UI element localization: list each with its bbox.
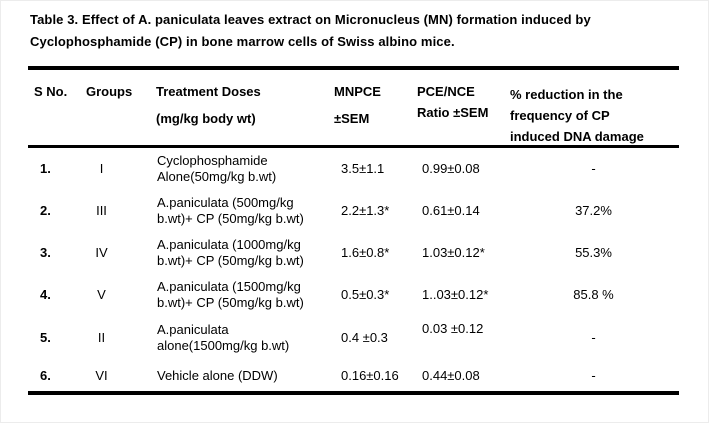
cell-pce-nce: 1.03±0.12*	[422, 245, 485, 260]
table-rule-bottom	[28, 391, 679, 395]
table-row: 5. II A.paniculata alone(1500mg/kg b.wt)…	[28, 316, 679, 360]
table-row: 4. V A.paniculata (1500mg/kg b.wt)+ CP (…	[28, 274, 679, 316]
cell-reduction: -	[591, 367, 596, 383]
table-row: 3. IV A.paniculata (1000mg/kg b.wt)+ CP …	[28, 232, 679, 274]
cell-treatment: A.paniculata (1500mg/kg b.wt)+ CP (50mg/…	[157, 279, 304, 310]
table-caption-line2: Cyclophosphamide (CP) in bone marrow cel…	[30, 34, 455, 49]
header-percent-reduction: % reduction in the frequency of CP induc…	[510, 87, 644, 144]
cell-treatment: A.paniculata (1000mg/kg b.wt)+ CP (50mg/…	[157, 237, 304, 268]
table-caption-line1: Table 3. Effect of A. paniculata leaves …	[30, 12, 591, 27]
header-groups: Groups	[86, 84, 133, 99]
cell-mnpce: 0.5±0.3*	[341, 287, 390, 302]
cell-sno: 3.	[40, 245, 51, 260]
cell-pce-nce: 0.44±0.08	[422, 367, 480, 383]
cell-pce-nce: 1..03±0.12*	[422, 287, 489, 302]
header-treatment-doses: Treatment Doses (mg/kg body wt)	[156, 84, 261, 126]
header-pce-nce-ratio: PCE/NCE Ratio ±SEM	[417, 84, 489, 120]
cell-sno: 5.	[40, 330, 51, 345]
cell-pce-nce: 0.61±0.14	[422, 203, 480, 218]
table-rule-header	[28, 145, 679, 148]
cell-reduction: -	[591, 330, 596, 345]
cell-reduction: 85.8 %	[573, 287, 614, 302]
cell-treatment: Cyclophosphamide Alone(50mg/kg b.wt)	[157, 153, 277, 184]
table-caption: Table 3. Effect of A. paniculata leaves …	[30, 9, 591, 53]
header-mnpce-sem: MNPCE ±SEM	[334, 84, 381, 126]
cell-sno: 2.	[40, 203, 51, 218]
cell-sno: 6.	[40, 367, 51, 383]
cell-mnpce: 3.5±1.1	[341, 161, 385, 176]
cell-mnpce: 1.6±0.8*	[341, 245, 390, 260]
cell-mnpce: 2.2±1.3*	[341, 203, 390, 218]
cell-reduction: 55.3%	[575, 245, 612, 260]
cell-treatment: Vehicle alone (DDW)	[157, 367, 278, 383]
cell-pce-nce: 0.03 ±0.12	[422, 321, 484, 336]
cell-group: VI	[95, 367, 108, 383]
cell-treatment: A.paniculata alone(1500mg/kg b.wt)	[157, 322, 290, 353]
header-sno: S No.	[34, 84, 68, 99]
cell-mnpce: 0.4 ±0.3	[341, 330, 388, 345]
cell-reduction: -	[591, 161, 596, 176]
cell-treatment: A.paniculata (500mg/kg b.wt)+ CP (50mg/k…	[157, 195, 304, 226]
table-rule-top	[28, 66, 679, 70]
cell-group: II	[97, 330, 106, 345]
cell-sno: 1.	[40, 161, 51, 176]
table-body: 1. I Cyclophosphamide Alone(50mg/kg b.wt…	[28, 148, 679, 391]
cell-reduction: 37.2%	[575, 203, 612, 218]
table-row: 6. VI Vehicle alone (DDW) 0.16±0.16 0.44…	[28, 360, 679, 391]
data-table: S No. Groups Treatment Doses (mg/kg body…	[28, 66, 679, 395]
cell-sno: 4.	[40, 287, 51, 302]
cell-group: I	[99, 161, 104, 176]
cell-mnpce: 0.16±0.16	[341, 367, 399, 383]
table-header-row: S No. Groups Treatment Doses (mg/kg body…	[28, 70, 679, 145]
cell-group: IV	[95, 245, 108, 260]
cell-group: V	[97, 287, 106, 302]
cell-pce-nce: 0.99±0.08	[422, 161, 480, 176]
cell-group: III	[96, 203, 107, 218]
table-row: 2. III A.paniculata (500mg/kg b.wt)+ CP …	[28, 190, 679, 232]
table-row: 1. I Cyclophosphamide Alone(50mg/kg b.wt…	[28, 148, 679, 190]
